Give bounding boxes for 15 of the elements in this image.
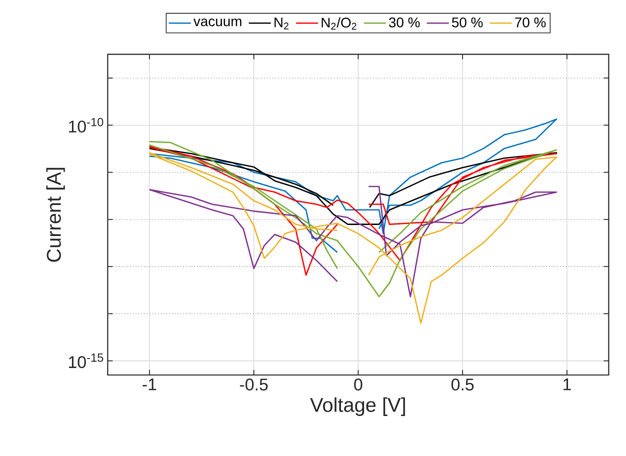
x-tick-label: 0: [354, 378, 362, 391]
y-axis-title: Current [A]: [46, 168, 65, 262]
x-tick-label: -1: [142, 378, 156, 390]
y-tick-label: 10$^{-10}$: [69, 118, 104, 133]
x-tick-label: -0.5: [240, 378, 268, 391]
x-axis-title: Voltage [V]: [310, 397, 405, 416]
x-tick-label: 1: [564, 378, 571, 390]
legend-label: 30 %: [388, 17, 420, 28]
legend-label: N$_{2}$/O$_{2}$: [322, 17, 356, 30]
x-tick-label: 0.5: [451, 378, 474, 391]
legend-label: N$_{2}$: [274, 18, 288, 30]
y-tick-label: 10$^{-15}$: [69, 354, 104, 368]
legend-label: 50 %: [452, 17, 483, 28]
legend-label: vacuum: [193, 18, 242, 26]
legend-label: 70 %: [515, 17, 546, 28]
